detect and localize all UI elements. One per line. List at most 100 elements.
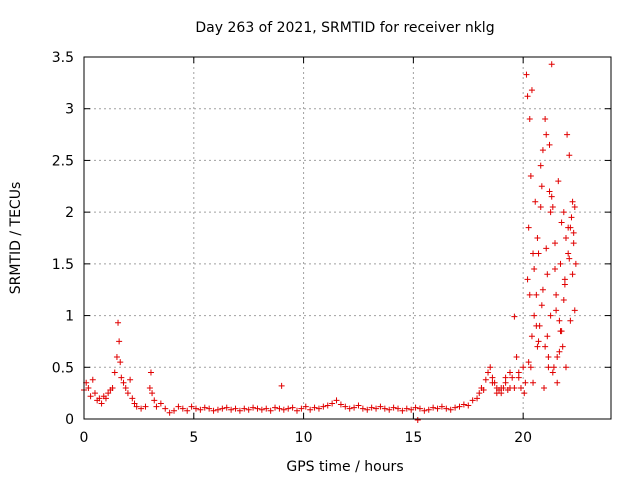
- data-point: [120, 379, 127, 386]
- data-point: [561, 281, 568, 288]
- data-point: [102, 395, 109, 402]
- data-point: [553, 291, 560, 298]
- data-point: [511, 384, 518, 391]
- data-point: [329, 400, 336, 407]
- data-point: [476, 390, 483, 397]
- data-point: [89, 376, 96, 383]
- data-point: [434, 405, 441, 412]
- data-point: [188, 403, 195, 410]
- data-point: [547, 209, 554, 216]
- data-point: [547, 312, 554, 319]
- data-point: [311, 404, 318, 411]
- data-point: [245, 406, 252, 413]
- data-point: [557, 260, 564, 267]
- data-point: [118, 374, 125, 381]
- data-point: [562, 364, 569, 371]
- data-point: [487, 364, 494, 371]
- data-point: [502, 374, 509, 381]
- data-point: [438, 403, 445, 410]
- data-point: [526, 291, 533, 298]
- data-point: [533, 322, 540, 329]
- data-point: [179, 405, 186, 412]
- data-point: [414, 417, 421, 424]
- data-point: [480, 387, 487, 394]
- data-point: [96, 395, 103, 402]
- data-point: [153, 403, 160, 410]
- y-tick-label: 1.5: [52, 257, 74, 273]
- data-point: [390, 404, 397, 411]
- data-point: [554, 379, 561, 386]
- data-point: [555, 178, 562, 185]
- y-tick-label: 2: [65, 205, 74, 221]
- data-point: [493, 390, 500, 397]
- data-point: [561, 276, 568, 283]
- data-point: [115, 319, 122, 326]
- data-point: [549, 369, 556, 376]
- data-point: [565, 224, 572, 231]
- data-point: [542, 116, 549, 123]
- data-point: [324, 402, 331, 409]
- data-point: [556, 317, 563, 324]
- data-point: [214, 406, 221, 413]
- data-point: [162, 405, 169, 412]
- data-point: [528, 87, 535, 94]
- data-point: [535, 338, 542, 345]
- data-point: [525, 224, 532, 231]
- data-point: [543, 245, 550, 252]
- data-point: [530, 250, 537, 257]
- data-point: [515, 369, 522, 376]
- data-point: [91, 390, 98, 397]
- data-point: [147, 369, 154, 376]
- data-point: [554, 353, 561, 360]
- x-ticks: 0 5 10 15 20: [80, 57, 532, 446]
- data-point: [403, 405, 410, 412]
- data-point: [546, 188, 553, 195]
- data-point: [550, 364, 557, 371]
- data-point: [276, 405, 283, 412]
- data-point: [298, 405, 305, 412]
- data-point: [109, 384, 116, 391]
- data-point: [364, 406, 371, 413]
- data-point: [517, 384, 524, 391]
- data-point: [111, 369, 118, 376]
- data-point: [558, 219, 565, 226]
- data-point: [98, 400, 105, 407]
- data-point: [289, 404, 296, 411]
- data-point: [359, 405, 366, 412]
- data-point: [527, 172, 534, 179]
- data-point: [521, 390, 528, 397]
- data-point: [562, 235, 569, 241]
- data-point: [219, 405, 226, 412]
- data-point: [151, 397, 158, 404]
- data-point: [254, 405, 261, 412]
- x-tick-label: 10: [295, 430, 313, 446]
- data-point: [113, 353, 120, 360]
- y-tick-label: 0.5: [52, 360, 74, 376]
- data-point: [351, 404, 358, 411]
- data-point: [377, 403, 384, 410]
- data-point: [489, 379, 496, 386]
- data-point: [558, 328, 565, 335]
- data-point: [157, 400, 164, 407]
- x-tick-label: 20: [514, 430, 532, 446]
- data-point: [523, 71, 530, 78]
- data-point: [241, 405, 248, 412]
- data-point: [342, 403, 349, 410]
- data-point: [525, 359, 532, 366]
- data-point: [533, 291, 540, 298]
- data-point: [513, 353, 520, 360]
- data-point: [307, 406, 314, 413]
- data-point: [556, 348, 563, 355]
- data-point: [250, 404, 257, 411]
- data-point: [526, 116, 533, 123]
- y-tick-label: 2.5: [52, 153, 74, 169]
- data-point: [412, 404, 419, 411]
- data-point: [116, 338, 123, 345]
- data-point: [542, 343, 549, 350]
- data-point: [534, 235, 541, 241]
- data-point: [280, 406, 287, 413]
- data-point: [534, 343, 541, 350]
- data-point: [346, 405, 353, 412]
- y-tick-label: 0: [65, 412, 74, 428]
- data-point: [567, 317, 574, 324]
